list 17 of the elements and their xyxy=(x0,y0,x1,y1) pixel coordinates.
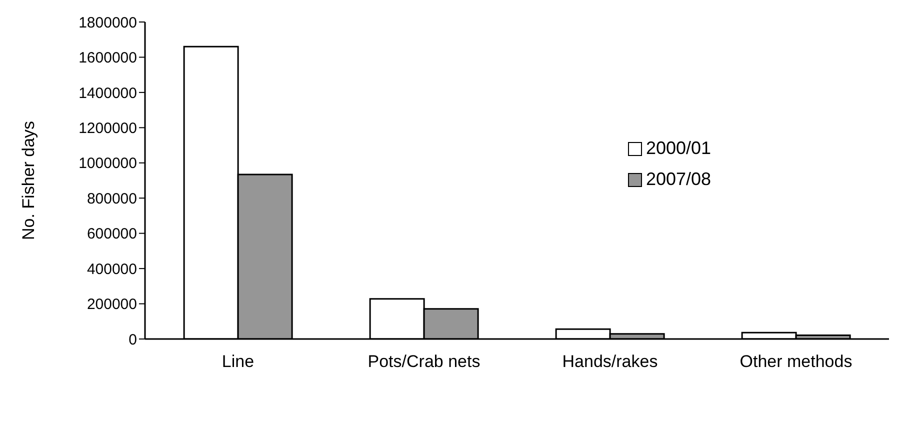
x-tick-label: Other methods xyxy=(740,352,852,372)
x-tick-label: Hands/rakes xyxy=(562,352,658,372)
y-tick-label: 1800000 xyxy=(78,14,137,32)
y-tick-label: 1600000 xyxy=(78,50,137,67)
x-tick-label: Pots/Crab nets xyxy=(368,352,480,372)
legend-label: 2007/08 xyxy=(646,169,712,190)
y-tick-label: 200000 xyxy=(86,296,137,314)
y-tick-label: 1400000 xyxy=(78,84,137,102)
y-axis-title: No. Fisher days xyxy=(19,120,38,240)
x-tick-label: Line xyxy=(222,352,254,372)
y-tick-label: 1000000 xyxy=(78,155,137,172)
y-tick-label: 0 xyxy=(128,331,137,348)
y-tick-label: 800000 xyxy=(86,190,137,208)
legend-label: 2000/01 xyxy=(646,138,712,159)
y-tick-label: 400000 xyxy=(86,260,137,278)
y-tick-label: 1200000 xyxy=(78,120,137,137)
y-tick-label: 600000 xyxy=(86,226,137,243)
